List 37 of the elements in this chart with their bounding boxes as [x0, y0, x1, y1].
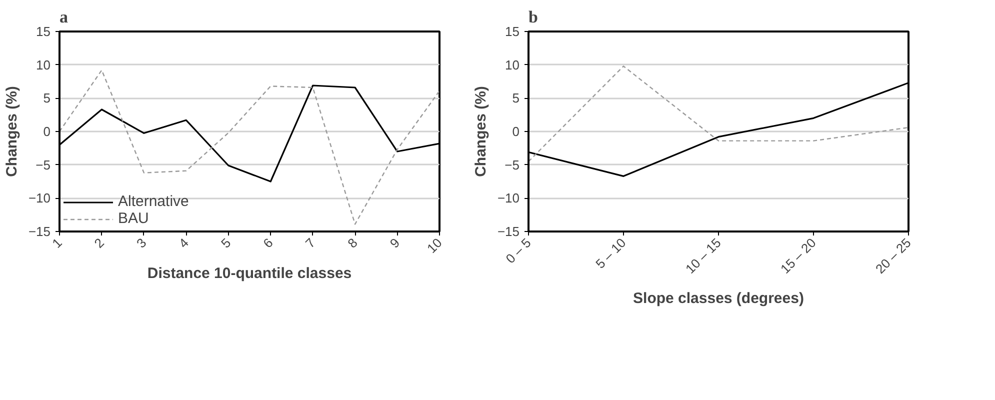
y-axis-title: Changes (%): [3, 86, 20, 177]
line-series: [60, 70, 440, 225]
y-tick-label: −10: [28, 190, 51, 206]
x-tick-label: 8: [344, 235, 360, 251]
y-tick-label: 0: [512, 124, 520, 139]
y-tick-label: 15: [505, 24, 520, 39]
y-tick-label: 10: [36, 57, 51, 72]
x-tick-label: 4: [176, 235, 192, 251]
y-tick-label: −15: [28, 224, 51, 239]
legend-label: BAU: [118, 210, 149, 227]
y-tick-label: −5: [504, 157, 520, 172]
legend-label: Alternative: [118, 193, 189, 210]
y-tick-label: −5: [36, 157, 51, 172]
x-tick-label: 2: [91, 235, 108, 251]
x-tick-label: 20 – 25: [872, 235, 914, 276]
x-tick-label: 6: [260, 235, 276, 251]
y-tick-label: 5: [512, 90, 520, 106]
y-tick-label: 15: [36, 24, 51, 39]
x-tick-label: 3: [134, 235, 150, 251]
x-tick-label: 10 – 15: [682, 235, 724, 276]
y-tick-label: 10: [505, 57, 520, 72]
line-series: [528, 66, 908, 162]
x-tick-label: 1: [49, 235, 65, 251]
x-tick-label: 10: [424, 235, 445, 256]
x-tick-label: 15 – 20: [778, 235, 819, 276]
x-axis-title: Slope classes (degrees): [633, 290, 804, 307]
y-axis-title: Changes (%): [472, 86, 490, 177]
y-tick-label: −10: [497, 190, 520, 206]
y-tick-label: 5: [43, 90, 51, 106]
x-axis-title: Distance 10-quantile classes: [147, 265, 352, 282]
x-tick-label: 5: [218, 235, 234, 251]
x-tick-label: 7: [302, 235, 318, 251]
chart-title: a: [60, 8, 68, 26]
x-tick-label: 9: [386, 235, 403, 251]
chart-title: b: [528, 8, 538, 26]
x-tick-label: 5 – 10: [592, 235, 629, 272]
y-tick-label: 0: [43, 124, 51, 139]
